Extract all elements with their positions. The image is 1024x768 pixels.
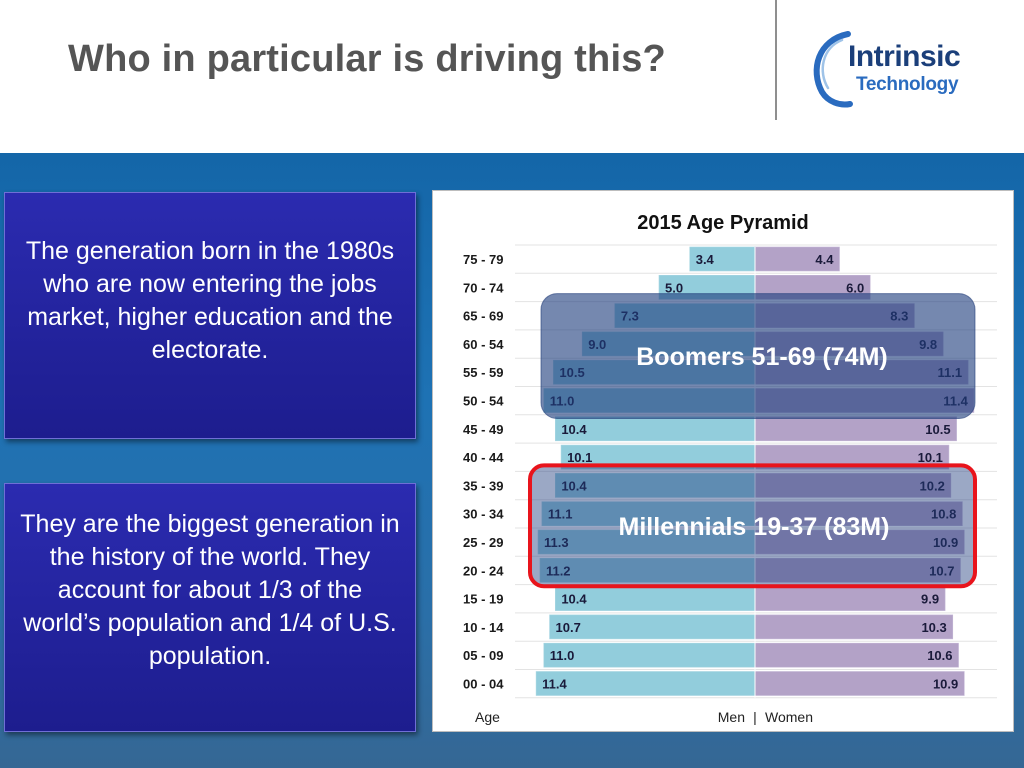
age-tick-label: 40 - 44	[463, 450, 504, 465]
age-tick-label: 05 - 09	[463, 648, 503, 663]
slide-header: Who in particular is driving this? Intri…	[0, 0, 1024, 153]
men-bar	[543, 642, 756, 668]
men-bar	[555, 473, 756, 498]
age-tick-label: 65 - 69	[463, 309, 503, 324]
women-bar	[754, 246, 840, 272]
women-data-label: 10.2	[920, 478, 945, 493]
women-bar	[754, 557, 961, 583]
slide-title: Who in particular is driving this?	[68, 38, 666, 80]
men-bar	[537, 529, 756, 555]
women-data-label: 10.5	[925, 422, 950, 437]
header-divider	[775, 0, 777, 120]
x-axis-label-men: Men	[718, 709, 745, 725]
x-axis-label-separator: |	[753, 709, 757, 725]
women-data-label: 10.8	[931, 507, 956, 522]
age-pyramid-chart: 2015 Age Pyramid 75 - 79 3.4 4.4 70 - 74 5.0 6…	[432, 190, 1014, 732]
women-bar	[754, 671, 965, 696]
text-box-biggest-generation: They are the biggest generation in the h…	[4, 483, 416, 732]
men-data-label: 11.3	[544, 535, 569, 550]
text-box-generation: The generation born in the 1980s who are…	[4, 192, 416, 439]
boomers-overlay	[540, 293, 976, 419]
women-bar	[754, 586, 946, 611]
millennials-overlay	[530, 465, 975, 587]
men-data-label: 10.4	[561, 478, 587, 493]
men-data-label: 11.2	[546, 563, 571, 578]
women-bar	[754, 642, 959, 668]
age-pyramid-svg: 2015 Age Pyramid 75 - 79 3.4 4.4 70 - 74 5.0 6…	[463, 212, 997, 725]
logo-name: Intrinsic	[848, 40, 961, 73]
women-data-label: 10.6	[927, 648, 952, 663]
logo-arc-icon	[813, 31, 853, 108]
logo-subtitle: Technology	[856, 74, 959, 95]
women-data-label: 4.4	[815, 252, 834, 267]
men-data-label: 5.0	[665, 280, 683, 295]
age-tick-label: 35 - 39	[463, 478, 503, 493]
age-tick-label: 25 - 29	[463, 535, 503, 550]
men-bar	[541, 501, 756, 527]
boomers-annotation: Boomers 51-69 (74M)	[636, 343, 887, 371]
age-tick-label: 70 - 74	[463, 280, 504, 295]
age-tick-label: 50 - 54	[463, 394, 504, 409]
women-data-label: 9.9	[921, 592, 939, 607]
women-data-label: 10.1	[918, 450, 943, 465]
men-data-label: 3.4	[696, 252, 715, 267]
age-tick-label: 15 - 19	[463, 592, 503, 607]
chart-title: 2015 Age Pyramid	[637, 212, 809, 234]
men-data-label: 10.1	[567, 450, 592, 465]
company-logo: Intrinsic Technology	[808, 30, 993, 110]
women-bar	[754, 529, 965, 555]
men-data-label: 10.4	[561, 592, 587, 607]
age-tick-label: 30 - 34	[463, 507, 504, 522]
y-axis-label: Age	[475, 709, 500, 725]
men-data-label: 11.4	[542, 677, 567, 692]
age-tick-label: 60 - 54	[463, 337, 504, 352]
men-data-label: 11.0	[550, 648, 575, 663]
millennials-annotation: Millennials 19-37 (83M)	[619, 513, 890, 541]
men-bar	[549, 614, 756, 640]
men-data-label: 10.4	[561, 422, 587, 437]
women-data-label: 10.9	[933, 535, 958, 550]
women-data-label: 10.9	[933, 677, 958, 692]
women-data-label: 10.3	[921, 620, 946, 635]
age-tick-label: 00 - 04	[463, 677, 504, 692]
men-data-label: 11.1	[548, 507, 573, 522]
women-data-label: 10.7	[929, 563, 954, 578]
women-data-label: 6.0	[846, 280, 864, 295]
men-bar	[535, 671, 756, 696]
men-bar	[539, 557, 756, 583]
men-data-label: 10.7	[556, 620, 581, 635]
x-axis-label-women: Women	[765, 709, 813, 725]
age-tick-label: 55 - 59	[463, 365, 503, 380]
men-bar	[689, 246, 756, 272]
age-tick-label: 10 - 14	[463, 620, 504, 635]
millennials-highlight-outline	[528, 463, 977, 589]
age-tick-label: 45 - 49	[463, 422, 503, 437]
age-tick-label: 20 - 24	[463, 563, 504, 578]
age-tick-label: 75 - 79	[463, 252, 503, 267]
women-bar	[754, 501, 963, 527]
men-bar	[555, 416, 756, 442]
